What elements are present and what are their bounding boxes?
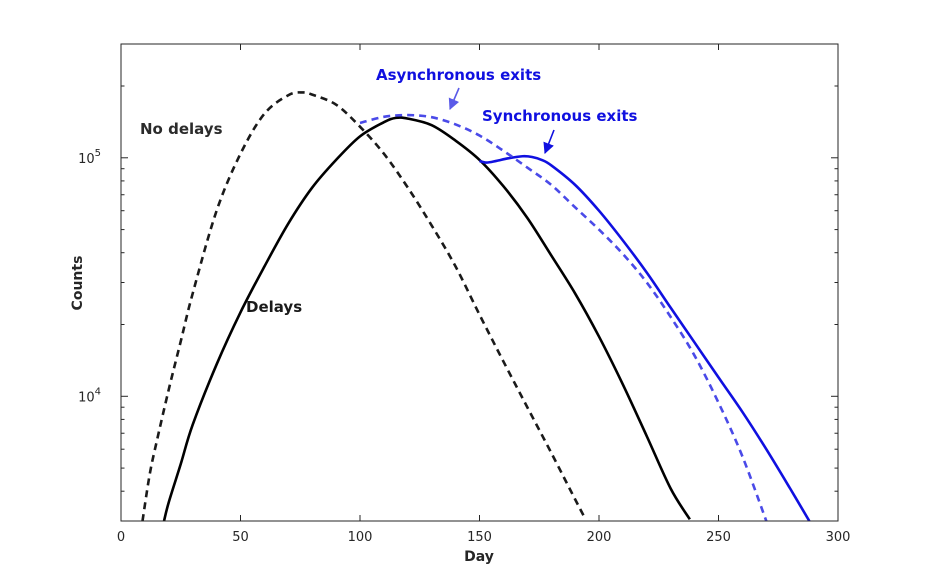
- y-axis: 104 105: [78, 43, 838, 522]
- series-no-delays: [141, 91, 586, 521]
- series-asynchronous-exits: [359, 113, 768, 521]
- x-tick-label: 200: [587, 530, 612, 545]
- y-tick-label: 104: [78, 386, 101, 405]
- x-axis: 0 50 100 150 200 250 300: [117, 44, 851, 545]
- x-tick-label: 100: [348, 530, 373, 545]
- series-synchronous-exits: [479, 154, 811, 521]
- y-tick-label: 105: [78, 148, 101, 167]
- x-tick-label: 0: [117, 530, 125, 545]
- x-tick-label: 150: [467, 530, 492, 545]
- annotation-asynchronous-exits: Asynchronous exits: [376, 66, 541, 84]
- x-axis-label: Day: [464, 549, 494, 565]
- annotation-synchronous-exits: Synchronous exits: [482, 107, 638, 125]
- x-tick-label: 50: [232, 530, 249, 545]
- x-tick-label: 250: [706, 530, 731, 545]
- annotation-delays: Delays: [246, 298, 302, 316]
- annotations: No delays Delays Asynchronous exits Sync…: [140, 66, 638, 316]
- arrow-asynchronous-exits: [448, 87, 460, 111]
- arrow-synchronous-exits: [543, 129, 555, 155]
- plot-area: [121, 44, 838, 521]
- y-axis-label: Counts: [70, 256, 86, 311]
- annotation-no-delays: No delays: [140, 120, 223, 138]
- series-layer: [141, 91, 811, 521]
- series-delays: [162, 116, 691, 521]
- x-tick-label: 300: [826, 530, 851, 545]
